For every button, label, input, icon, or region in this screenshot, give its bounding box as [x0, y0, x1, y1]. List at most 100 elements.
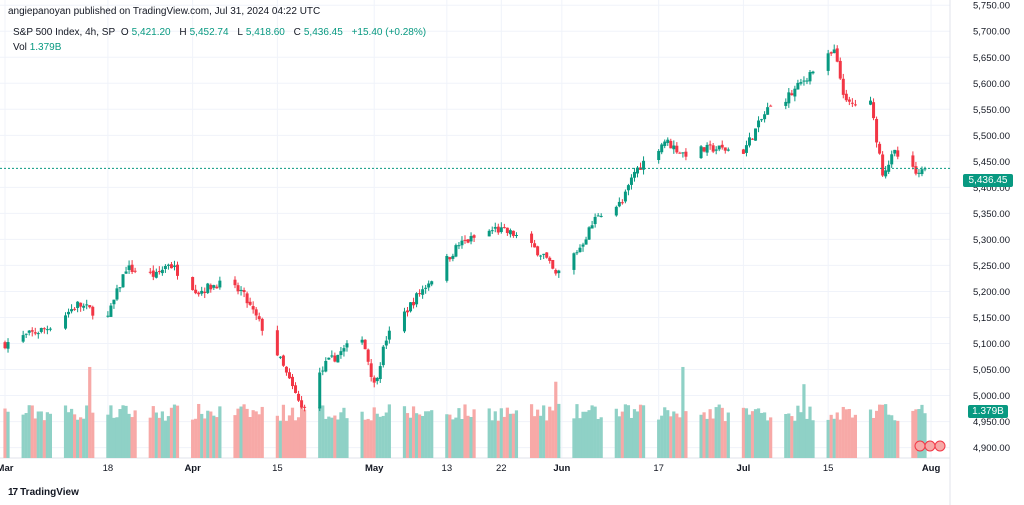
candle-body — [869, 100, 873, 105]
candle-body — [233, 279, 237, 286]
candle-body — [163, 266, 167, 270]
volume-bar — [551, 410, 555, 458]
candle-body — [593, 216, 597, 225]
candle-body — [418, 293, 422, 295]
volume-bar — [514, 410, 519, 458]
candle-body — [39, 327, 43, 332]
candle-body — [669, 140, 673, 149]
volume-bar — [330, 417, 334, 458]
open-value: 5,421.20 — [131, 27, 171, 38]
candle-body — [294, 385, 298, 393]
candle-body — [896, 150, 900, 157]
volume-bar — [847, 408, 851, 458]
volume-bar — [166, 416, 171, 458]
volume-bar — [808, 406, 812, 458]
volume-bar — [799, 412, 803, 458]
close-value: 5,436.45 — [303, 27, 343, 38]
candle-body — [872, 102, 876, 119]
volume-bar — [321, 405, 325, 458]
event-flags[interactable] — [914, 440, 946, 452]
volume-bar — [375, 413, 379, 458]
candle-body — [36, 333, 40, 335]
volume-bar — [741, 407, 746, 458]
volume-bar — [599, 417, 603, 458]
volume-bar — [632, 409, 637, 458]
candle-body — [666, 139, 670, 143]
time-axis[interactable]: Mar 18 Apr 15 May 13 22 Jun 17 Jul 15 Aug — [0, 463, 940, 474]
candle-body — [754, 128, 758, 141]
time-tick-label: 18 — [103, 463, 114, 474]
event-flag-icon[interactable] — [924, 440, 936, 452]
candle-body — [487, 230, 491, 237]
candle-body — [684, 151, 688, 157]
candle-body — [469, 236, 473, 242]
candle-body — [109, 305, 113, 317]
candle-body — [720, 144, 724, 148]
event-flag-icon[interactable] — [914, 440, 926, 452]
volume-bar — [405, 413, 410, 458]
volume-bar — [457, 408, 461, 458]
price-axis[interactable]: 5,750.00 5,700.00 5,650.00 5,600.00 5,550.00… — [973, 1, 1010, 454]
candle-body — [409, 302, 413, 312]
candle-body — [841, 78, 845, 95]
price-tick-label: 5,400.00 — [973, 183, 1010, 194]
volume-bar — [327, 416, 331, 458]
high-value: 5,452.74 — [189, 27, 229, 38]
volume-bar — [254, 411, 258, 458]
candle-body — [151, 270, 155, 277]
price-tick-label: 5,250.00 — [973, 261, 1010, 272]
candle-body — [321, 370, 325, 372]
volume-bar — [832, 418, 836, 458]
candle-body — [496, 226, 500, 233]
candle-body — [121, 274, 125, 288]
event-flag-icon[interactable] — [934, 440, 946, 452]
candle-body — [372, 377, 376, 383]
volume-bar — [539, 415, 543, 458]
volume-bar — [681, 366, 685, 458]
volume-bar — [197, 403, 201, 458]
volume-bar — [130, 417, 134, 458]
volume-bar — [542, 405, 546, 458]
candle-body — [678, 152, 682, 154]
candle-body — [406, 310, 409, 313]
candle-body — [581, 244, 585, 247]
candle-body — [6, 342, 10, 349]
candle-body — [614, 206, 618, 216]
candle-body — [917, 172, 921, 174]
volume-bar — [414, 413, 419, 458]
price-tick-label: 5,050.00 — [973, 365, 1010, 376]
volume-bar — [844, 409, 848, 458]
volume-bar — [148, 417, 152, 458]
price-tick-label: 5,300.00 — [973, 235, 1010, 246]
candle-body — [847, 99, 851, 102]
volume-bar — [345, 418, 349, 458]
candle-body — [893, 149, 897, 154]
volume-bar — [868, 409, 873, 458]
candle-body — [717, 145, 721, 150]
volume-badge: 1.379B — [968, 405, 1008, 418]
volume-bar — [617, 416, 621, 458]
volume-bar — [720, 407, 724, 458]
candle-body — [835, 48, 839, 62]
symbol-title[interactable]: S&P 500 Index, 4h, SP — [13, 27, 116, 38]
candle-body — [790, 93, 794, 96]
volume-bar — [490, 420, 494, 458]
volume-bar — [744, 408, 749, 458]
volume-bar — [923, 413, 927, 458]
tradingview-logo[interactable]: 17 TradingView — [8, 487, 79, 498]
candle-body — [490, 230, 494, 232]
volume-bar — [191, 419, 195, 458]
candle-body — [236, 285, 240, 292]
volume-bar — [536, 409, 540, 458]
volume-bar — [427, 411, 431, 458]
candle-body — [278, 356, 282, 358]
candle-body — [402, 311, 406, 332]
candle-body — [463, 239, 467, 241]
volume-bar — [339, 412, 343, 458]
volume-bar — [896, 420, 900, 458]
candle-body — [218, 280, 222, 288]
volume-bar — [750, 411, 755, 458]
candle-body — [206, 283, 210, 293]
